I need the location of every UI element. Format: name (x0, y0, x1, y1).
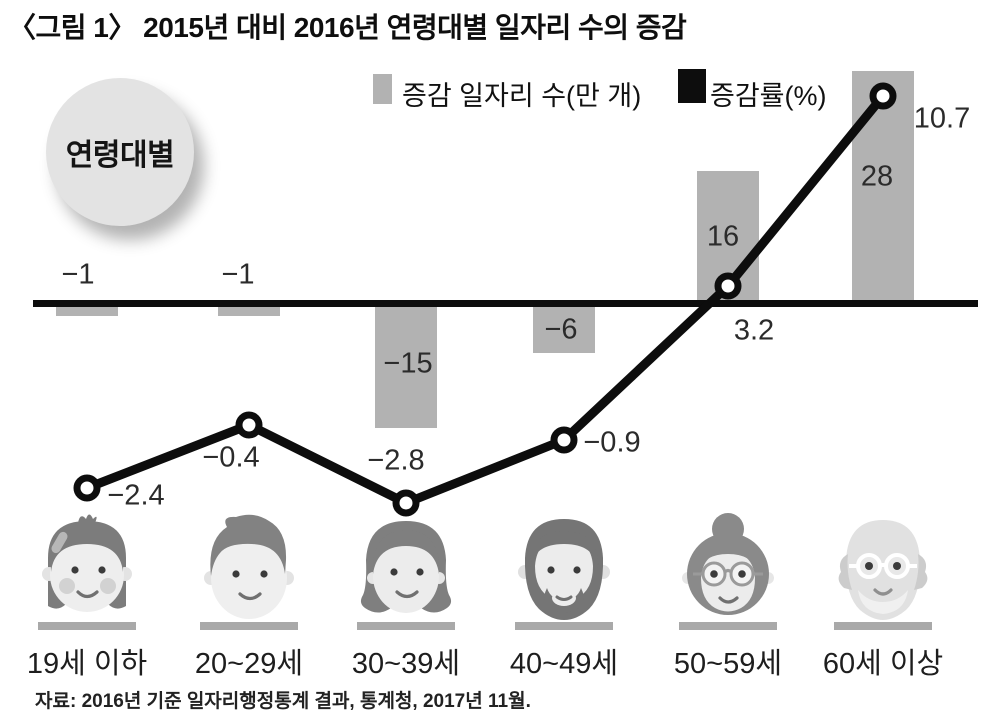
face-woman-30s-icon (351, 508, 461, 630)
age-group-badge-label: 연령대별 (65, 139, 175, 172)
line-value-label: 10.7 (913, 102, 971, 135)
line-point (550, 426, 578, 454)
bar-value-label: −1 (221, 258, 255, 291)
chart-title: 〈그림 1〉 2015년 대비 2016년 연령대별 일자리 수의 증감 (8, 12, 687, 43)
face-bearded-man-40s-icon (509, 508, 619, 630)
line-value-label: −2.4 (107, 479, 165, 512)
category-label: 50~59세 (673, 648, 783, 680)
legend-line-swatch-icon (678, 69, 706, 103)
legend-bar-swatch-icon (373, 74, 392, 104)
face-woman-50s-glasses-icon (673, 508, 783, 630)
category-label: 30~39세 (351, 648, 461, 680)
line-value-label: −0.9 (583, 426, 641, 459)
line-point (235, 411, 263, 439)
category-label: 19세 이하 (26, 648, 148, 680)
category-label: 20~29세 (194, 648, 304, 680)
face-young-man-icon (194, 508, 304, 630)
face-elderly-man-glasses-icon (828, 508, 938, 630)
source-note: 자료: 2016년 기준 일자리행정통계 결과, 통계청, 2017년 11월. (35, 691, 531, 712)
category-label: 60세 이상 (822, 648, 944, 680)
bar-value-label: 16 (706, 220, 740, 253)
line-point (73, 474, 101, 502)
face-teen-girl-icon (32, 508, 142, 630)
legend-line-label: 증감률(%) (710, 81, 827, 111)
bar-value-label: −6 (544, 313, 578, 346)
bar-value-label: 28 (860, 160, 894, 193)
category-label: 40~49세 (509, 648, 619, 680)
legend-bar-label: 증감 일자리 수(만 개) (402, 81, 642, 111)
line-value-label: −2.8 (367, 444, 425, 477)
bar-value-label: −1 (61, 258, 95, 291)
zero-axis-line (33, 300, 978, 307)
line-value-label: −0.4 (202, 441, 260, 474)
line-value-label: 3.2 (733, 314, 775, 347)
age-group-badge: 연령대별 (46, 78, 194, 226)
bar-value-label: −15 (383, 347, 433, 380)
